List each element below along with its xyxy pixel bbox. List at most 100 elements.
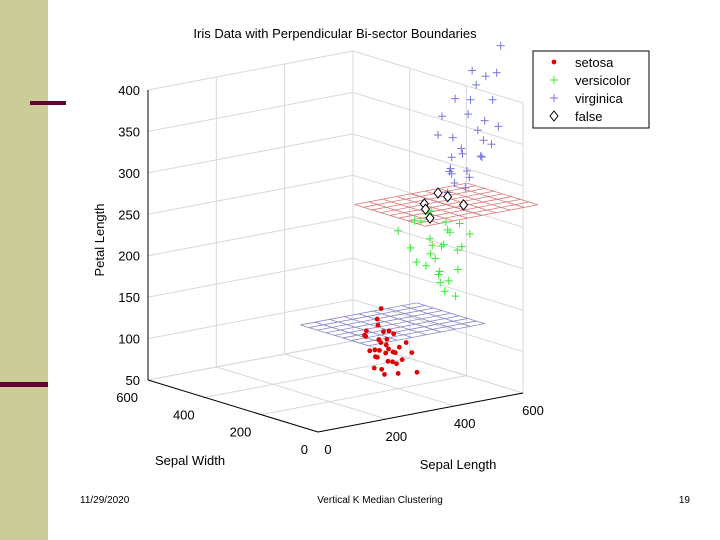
- back-wall-gridline: [147, 340, 354, 381]
- back-wall-gridline: [147, 91, 354, 132]
- versicolor-point: [453, 265, 462, 274]
- z-tick-label: 150: [118, 290, 140, 305]
- virginica-point: [447, 169, 456, 178]
- z-tick-label: 200: [118, 249, 140, 264]
- setosa-point: [374, 316, 380, 322]
- setosa-point: [383, 342, 389, 348]
- legend-label-false: false: [575, 109, 602, 124]
- x-tick-label: 600: [522, 403, 544, 418]
- plane-gridline: [416, 302, 485, 325]
- z-tick-label: 250: [118, 207, 140, 222]
- z-tick-label: 100: [118, 332, 140, 347]
- virginica-point: [481, 72, 490, 81]
- setosa-point: [381, 329, 386, 335]
- virginica-point: [480, 116, 489, 125]
- z-tick-label: 350: [118, 124, 140, 139]
- versicolor-point: [422, 261, 430, 270]
- back-wall-gridline: [147, 257, 354, 298]
- setosa-point: [414, 369, 420, 375]
- virginica-point: [479, 136, 488, 145]
- legend-marker-false: [549, 110, 559, 122]
- versicolor-point: [439, 240, 448, 249]
- setosa-point: [399, 357, 405, 363]
- plane-gridline: [354, 182, 468, 205]
- setosa-point: [377, 348, 382, 353]
- lower-bisector-plane: [300, 302, 485, 347]
- virginica-point: [448, 133, 457, 142]
- setosa-point: [390, 359, 395, 365]
- setosa-point: [384, 336, 390, 342]
- false-point: [433, 187, 443, 199]
- plane-gridline: [387, 307, 456, 330]
- plane-gridline: [389, 193, 503, 216]
- virginica-point: [472, 80, 481, 89]
- virginica-point: [450, 178, 459, 187]
- right-wall-gridline: [352, 216, 524, 270]
- versicolor-point: [394, 226, 403, 235]
- footer-page-number: 19: [678, 495, 690, 506]
- versicolor-point: [436, 278, 445, 287]
- virginica-point: [447, 153, 456, 162]
- virginica-point: [434, 131, 442, 139]
- virginica-point: [468, 66, 477, 75]
- versicolor-point: [431, 254, 440, 263]
- plane-gridline: [363, 185, 477, 208]
- right-wall-gridline: [352, 91, 524, 145]
- false-point: [420, 203, 431, 215]
- legend-marker-virginica: [550, 94, 558, 102]
- false-point: [458, 198, 469, 211]
- right-wall-gridline: [352, 133, 524, 187]
- slide-accent-top: [30, 101, 66, 105]
- z-tick-label: 400: [118, 83, 140, 98]
- x-tick-label: 400: [454, 416, 476, 431]
- setosa-point: [396, 344, 402, 350]
- plane-gridline: [380, 190, 494, 214]
- right-wall-gridline: [352, 257, 524, 311]
- plane-gridline: [372, 188, 485, 211]
- footer-title: Vertical K Median Clustering: [317, 495, 443, 506]
- setosa-point: [395, 371, 401, 376]
- versicolor-point: [441, 217, 450, 226]
- versicolor-point: [426, 249, 435, 258]
- virginica-point: [461, 183, 470, 192]
- setosa-point: [386, 328, 392, 334]
- setosa-point: [403, 340, 409, 345]
- virginica-point: [487, 140, 496, 149]
- versicolor-point: [444, 276, 453, 285]
- virginica-point: [451, 94, 460, 103]
- y-tick-label: 600: [116, 390, 138, 405]
- right-wall-gridline: [352, 174, 524, 228]
- plane-gridline: [438, 188, 510, 211]
- virginica-point: [464, 110, 473, 119]
- setosa-point: [372, 347, 378, 353]
- slide-left-bar: [0, 0, 48, 540]
- back-wall-gridline: [147, 216, 354, 257]
- floor-gridline: [284, 353, 455, 407]
- plane-gridline: [325, 310, 443, 334]
- plane-gridline: [467, 182, 539, 206]
- slide-accent-bottom: [0, 382, 48, 387]
- x-tick-label: 0: [324, 442, 331, 457]
- plane-gridline: [300, 302, 417, 326]
- virginica-point: [458, 149, 467, 158]
- back-wall-gridline: [147, 174, 354, 215]
- setosa-point: [363, 328, 369, 334]
- plane-gridline: [372, 310, 442, 333]
- virginica-point: [457, 144, 466, 153]
- setosa-point: [375, 322, 381, 328]
- setosa-point: [367, 348, 373, 354]
- virginica-point: [496, 41, 505, 50]
- versicolor-point: [457, 242, 466, 251]
- setosa-point: [392, 350, 398, 356]
- versicolor-point: [443, 225, 452, 234]
- plane-gridline: [354, 204, 426, 227]
- virginica-point: [473, 126, 482, 135]
- virginica-point: [466, 95, 475, 104]
- virginica-point: [465, 173, 474, 182]
- versicolor-point: [426, 234, 434, 243]
- versicolor-point: [428, 241, 437, 250]
- floor-gridline: [204, 357, 410, 398]
- setosa-point: [394, 361, 399, 367]
- legend-marker-versicolor: [550, 76, 558, 84]
- versicolor-point: [455, 219, 464, 228]
